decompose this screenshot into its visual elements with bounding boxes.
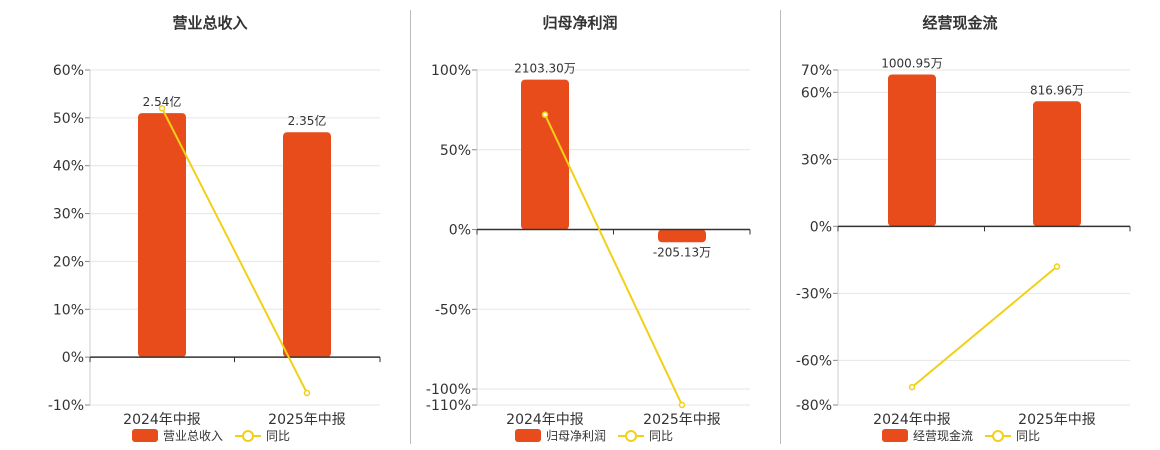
legend-swatch-bar bbox=[132, 429, 158, 442]
chart-title-revenue: 营业总收入 bbox=[172, 14, 248, 32]
y-tick-label: 100% bbox=[431, 63, 471, 79]
y-tick-label: 40% bbox=[53, 159, 84, 175]
line-point bbox=[541, 111, 549, 118]
y-tick-label: 30% bbox=[53, 207, 84, 223]
legend-swatch-marker bbox=[625, 430, 637, 442]
bar bbox=[658, 229, 706, 243]
line-point bbox=[303, 389, 311, 397]
y-tick-label: 60% bbox=[53, 63, 84, 79]
bar-data-label: 2103.30万 bbox=[514, 62, 576, 76]
x-category-label: 2024年中报 bbox=[873, 412, 951, 428]
y-tick-label: 50% bbox=[53, 111, 84, 127]
legend-label-bar: 营业总收入 bbox=[163, 429, 223, 443]
y-tick-label: 10% bbox=[53, 302, 84, 318]
bar-data-label: 2.54亿 bbox=[143, 94, 182, 109]
legend-label-line: 同比 bbox=[649, 429, 673, 443]
legend-swatch-bar bbox=[882, 429, 908, 442]
legend-label-bar: 经营现金流 bbox=[913, 428, 973, 443]
bar-data-label: 816.96万 bbox=[1030, 83, 1084, 97]
bar bbox=[888, 74, 936, 227]
legend-swatch-marker bbox=[992, 430, 1004, 442]
legend-swatch-bar bbox=[515, 429, 541, 442]
panel-divider bbox=[780, 10, 781, 444]
y-tick-label: 20% bbox=[53, 254, 84, 270]
bar bbox=[1033, 101, 1081, 227]
line-series-path bbox=[911, 265, 1058, 388]
y-tick-label: 0% bbox=[810, 219, 832, 235]
line-point bbox=[678, 401, 686, 409]
line-series-path bbox=[544, 114, 683, 406]
panel-divider bbox=[410, 10, 411, 444]
y-tick-label: -10% bbox=[48, 398, 84, 414]
y-tick-label: -30% bbox=[796, 286, 832, 302]
y-tick-label: 0% bbox=[449, 223, 471, 239]
x-category-label: 2024年中报 bbox=[506, 412, 584, 428]
y-tick-label: -80% bbox=[796, 398, 832, 414]
y-tick-label: 60% bbox=[801, 85, 832, 101]
y-tick-label: 30% bbox=[801, 152, 832, 168]
bar-data-label: 2.35亿 bbox=[288, 113, 327, 128]
bar-data-label: -205.13万 bbox=[653, 245, 711, 259]
chart-title-net-profit: 归母净利润 bbox=[542, 14, 618, 32]
legend-label-line: 同比 bbox=[1016, 429, 1040, 443]
y-tick-label: -60% bbox=[796, 353, 832, 369]
bar bbox=[283, 132, 331, 358]
bar bbox=[138, 113, 186, 358]
x-category-label: 2025年中报 bbox=[268, 412, 346, 428]
legend-label-bar: 归母净利润 bbox=[546, 429, 606, 443]
chart-title-cash-flow: 经营现金流 bbox=[922, 14, 998, 32]
y-tick-label: -50% bbox=[435, 302, 471, 318]
y-tick-label: -100% bbox=[426, 382, 471, 398]
line-point bbox=[908, 383, 916, 391]
x-category-label: 2025年中报 bbox=[1018, 412, 1096, 428]
y-tick-label: 0% bbox=[62, 350, 84, 366]
y-tick-label: 50% bbox=[440, 143, 471, 159]
line-series-path bbox=[161, 107, 308, 394]
x-category-label: 2025年中报 bbox=[643, 412, 721, 428]
legend-label-line: 同比 bbox=[266, 429, 290, 443]
y-tick-label: 70% bbox=[801, 63, 832, 79]
line-point bbox=[158, 105, 166, 112]
x-category-label: 2024年中报 bbox=[123, 412, 201, 428]
bar-data-label: 1000.95万 bbox=[881, 56, 943, 70]
y-tick-label: -110% bbox=[426, 398, 471, 414]
line-point bbox=[1053, 263, 1061, 270]
legend-swatch-marker bbox=[242, 430, 254, 442]
bar bbox=[521, 79, 569, 230]
